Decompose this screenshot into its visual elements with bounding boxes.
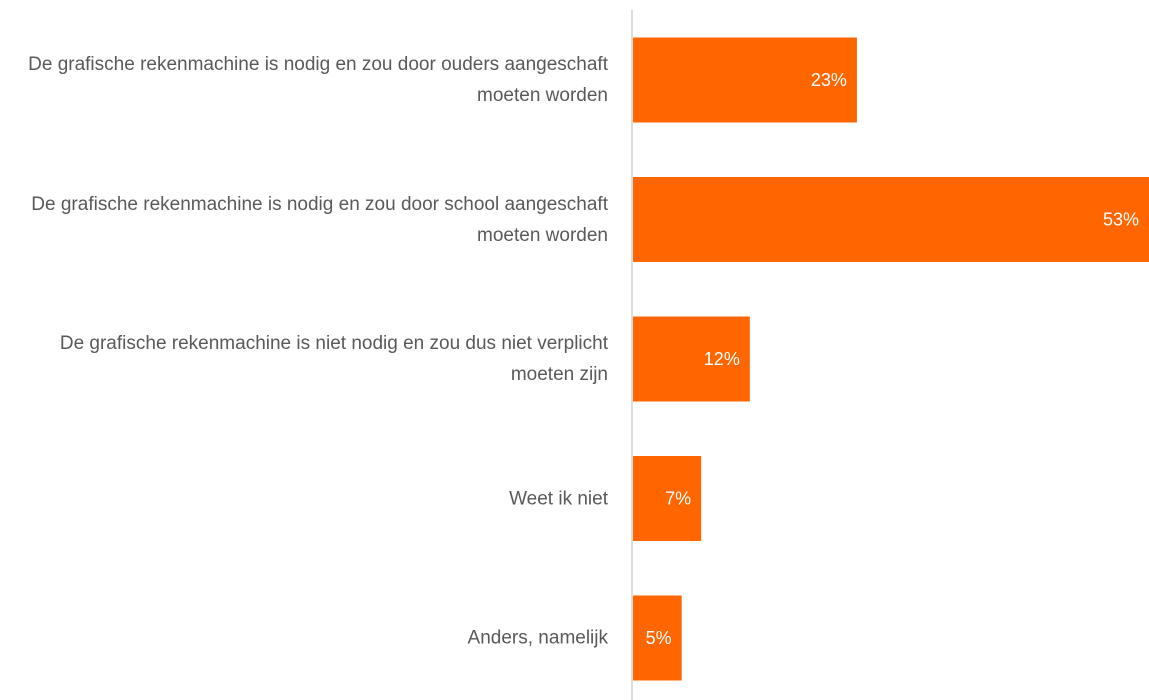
bar [633, 456, 702, 541]
bar [633, 316, 750, 402]
data-label: 5% [646, 628, 672, 648]
data-label: 23% [811, 70, 847, 90]
category-label: Anders, namelijk [467, 627, 608, 649]
bar [633, 595, 682, 681]
data-label: 53% [1103, 209, 1139, 229]
data-label: 7% [665, 488, 691, 508]
category-label: De grafische rekenmachine is nodig en zo… [28, 54, 608, 106]
bar [633, 177, 1149, 262]
data-label: 12% [704, 349, 740, 369]
category-label: Weet ik niet [509, 488, 608, 509]
category-label: De grafische rekenmachine is nodig en zo… [31, 193, 608, 246]
category-label: De grafische rekenmachine is niet nodig … [59, 333, 608, 385]
bar [633, 37, 857, 123]
